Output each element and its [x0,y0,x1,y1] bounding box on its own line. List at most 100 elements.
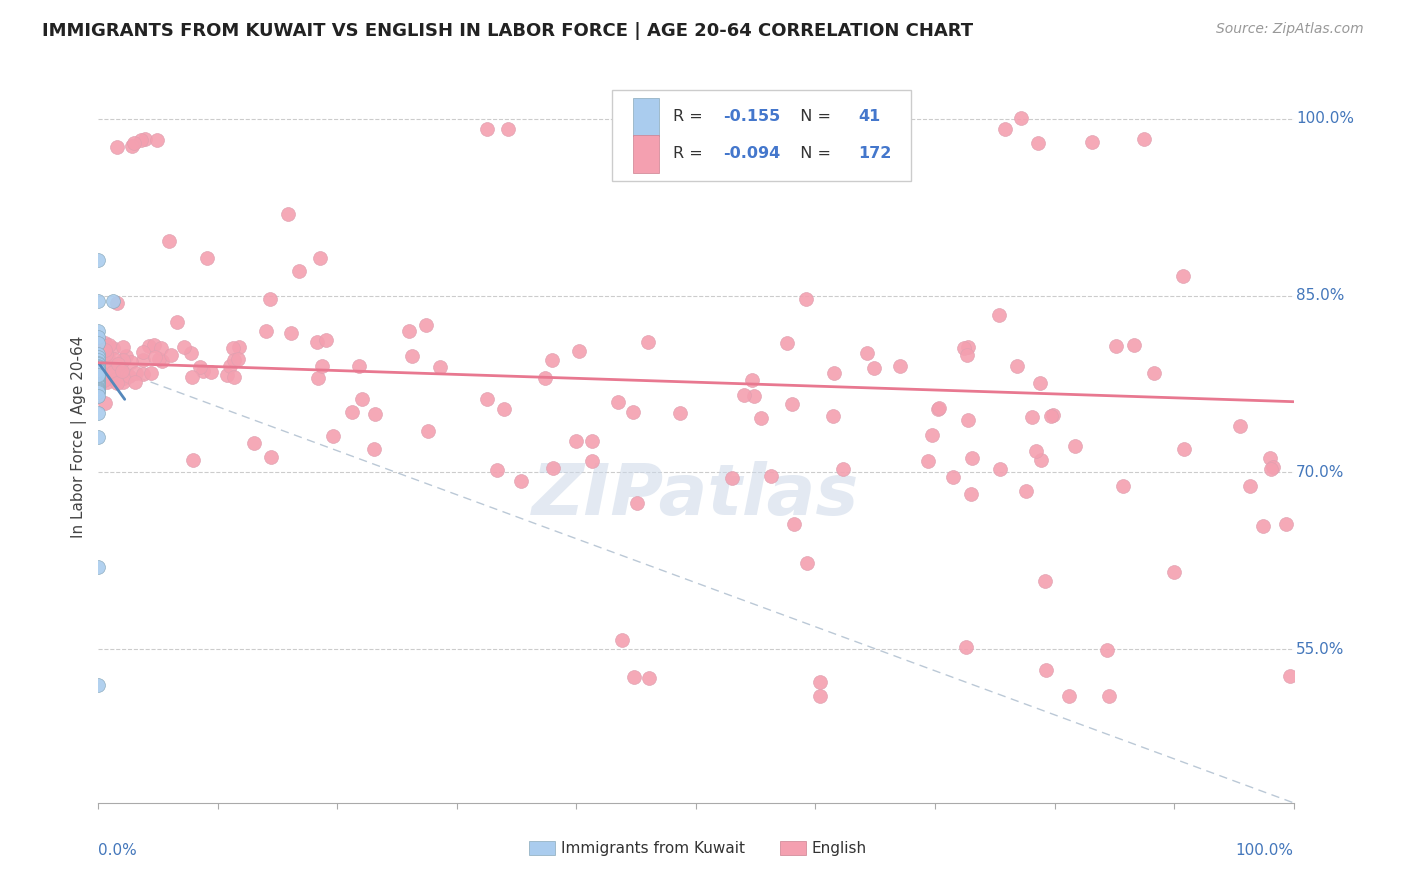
Point [87,363,110,377]
Point [1133,131,1156,145]
Point [807,130,830,145]
Point [101,294,124,309]
Point [200,365,222,379]
Point [1064,439,1087,453]
Point [89,343,111,357]
Point [1143,366,1166,380]
Point [138,339,160,353]
Point [94,346,117,360]
Point [157,235,180,249]
Point [772,124,794,138]
Point [89,366,111,380]
Point [1033,574,1056,589]
Point [307,335,329,350]
Text: English: English [811,840,868,855]
Point [496,122,519,136]
Point [720,471,742,485]
Point [89,376,111,391]
Point [796,556,818,570]
Point [115,349,138,363]
Point [224,370,246,384]
Point [87,363,110,377]
Point [87,382,110,396]
Point [889,359,911,373]
Point [308,371,330,385]
Point [105,140,128,154]
Point [112,371,135,385]
Point [541,461,564,475]
Point [1171,269,1194,284]
Point [1279,669,1302,683]
Text: 0.0%: 0.0% [98,843,138,858]
Point [222,353,245,368]
Point [416,424,439,438]
Point [87,678,110,692]
FancyBboxPatch shape [613,90,911,181]
Point [1275,516,1298,531]
Point [831,462,853,476]
Text: ZIPatlas: ZIPatlas [533,461,859,530]
Point [364,407,387,421]
Point [1005,359,1028,373]
Point [149,341,172,355]
Point [794,292,817,306]
Text: -0.094: -0.094 [724,146,780,161]
Point [87,368,110,383]
Point [93,373,115,387]
Point [87,340,110,354]
Point [1029,453,1052,467]
Point [259,292,281,306]
Point [148,351,170,366]
Point [350,392,373,406]
Point [1112,479,1135,493]
Point [398,325,420,339]
Point [87,353,110,368]
Point [1010,112,1032,126]
Point [87,347,110,361]
Point [612,633,634,648]
Text: 41: 41 [859,110,880,124]
Point [311,359,333,373]
Text: 70.0%: 70.0% [1296,465,1344,480]
Point [188,359,211,374]
Point [101,341,124,355]
Point [1258,451,1281,466]
Text: 172: 172 [859,146,891,161]
Point [87,350,110,364]
Point [917,454,939,468]
Point [782,517,804,532]
Point [541,352,564,367]
Point [349,359,371,374]
Point [1057,689,1080,703]
Point [87,368,110,382]
Point [429,360,451,375]
Point [87,380,110,394]
Point [215,368,238,383]
Point [960,487,983,501]
Point [87,371,110,385]
Point [89,342,111,356]
Point [741,374,763,388]
Point [475,392,498,407]
Point [1029,376,1052,390]
Point [415,318,437,332]
Point [97,355,120,369]
Point [181,370,204,384]
Point [124,375,146,389]
Text: 100.0%: 100.0% [1296,111,1354,126]
Point [107,295,129,310]
Point [125,366,148,380]
Point [581,454,603,468]
Point [564,434,586,449]
Point [927,401,949,416]
Point [87,324,110,338]
Point [533,371,555,385]
Point [401,349,423,363]
Point [957,413,980,427]
Point [93,368,115,382]
Point [1122,337,1144,351]
Point [1026,136,1049,150]
Point [823,367,845,381]
Point [607,395,630,409]
Point [112,375,135,389]
